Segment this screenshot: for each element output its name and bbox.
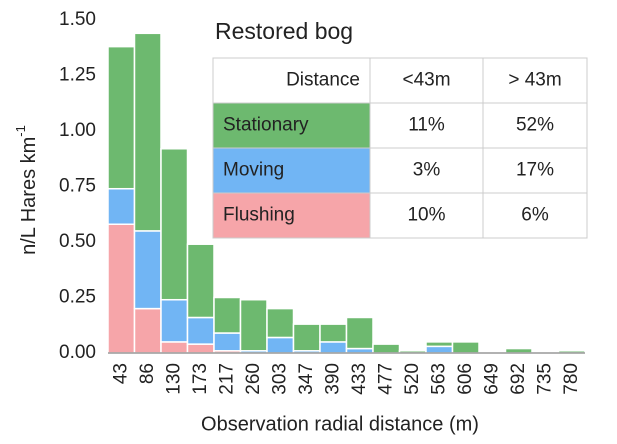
- x-tick-label: 477: [375, 363, 396, 395]
- bar-segment: [319, 323, 348, 343]
- table-cell: [212, 192, 371, 239]
- bar-segment: [160, 148, 189, 301]
- table-cell: [482, 192, 588, 239]
- y-axis-label-text: n/L Hares km: [18, 137, 40, 255]
- table-text: 11%: [408, 115, 445, 136]
- y-axis-label-sup: -1: [13, 125, 28, 137]
- x-tick-label: 606: [455, 363, 476, 395]
- bar-segment: [425, 341, 454, 348]
- table-text: 6%: [521, 205, 549, 226]
- bar-segment: [133, 230, 162, 310]
- bar-segment: [292, 323, 321, 352]
- y-axis-label: n/L Hares km-1: [13, 125, 40, 255]
- x-tick-label: 520: [402, 363, 423, 395]
- table-cell: [482, 57, 588, 104]
- table-cell: [369, 57, 484, 104]
- bar-segment: [239, 298, 268, 352]
- bar-segment: [186, 243, 215, 319]
- bar-segment: [133, 307, 162, 354]
- x-tick-label: 649: [481, 363, 502, 395]
- x-tick-label: 303: [269, 363, 290, 395]
- x-tick-label: 563: [428, 363, 449, 395]
- bar-segment: [266, 336, 295, 354]
- bar-segment: [186, 316, 215, 345]
- y-tick-label: 1.50: [59, 9, 96, 30]
- table-text: > 43m: [508, 70, 561, 91]
- bar-segment: [160, 341, 189, 354]
- table-text: 10%: [407, 205, 445, 226]
- x-axis-label: Observation radial distance (m): [201, 413, 479, 435]
- y-tick-label: 0.25: [59, 287, 96, 308]
- table-text: Stationary: [223, 115, 309, 136]
- x-tick-label: 692: [508, 363, 529, 395]
- bar-segment: [319, 341, 348, 354]
- x-tick-label: 780: [561, 363, 582, 395]
- bar-segment: [425, 345, 454, 354]
- bar-segment: [160, 298, 189, 343]
- x-tick-label: 86: [137, 363, 158, 384]
- table-cell: [212, 147, 371, 194]
- table-text: Flushing: [223, 205, 295, 226]
- table-cell: [482, 147, 588, 194]
- x-tick-label: 735: [534, 363, 555, 395]
- y-tick-label: 0.50: [59, 231, 96, 252]
- table-text: 3%: [413, 160, 441, 181]
- bar-segment: [451, 341, 480, 354]
- y-tick-label: 0.75: [59, 176, 96, 197]
- bar-segment: [133, 32, 162, 232]
- bar-segment: [266, 307, 295, 339]
- bar-segment: [107, 223, 136, 354]
- table-cell: [369, 192, 484, 239]
- y-tick-label: 0.00: [59, 342, 96, 363]
- bar-segment: [372, 343, 401, 354]
- bar-segment: [213, 296, 242, 334]
- bar-segment: [213, 332, 242, 352]
- y-tick-label: 1.25: [59, 65, 96, 86]
- chart-title: Restored bog: [215, 18, 353, 44]
- y-tick-label: 1.00: [59, 120, 96, 141]
- x-tick-label: 217: [216, 363, 237, 395]
- bar-segment: [186, 343, 215, 354]
- table-text: 52%: [516, 115, 554, 136]
- x-tick-label: 130: [163, 363, 184, 395]
- bar-segment: [107, 187, 136, 225]
- table-cell: [212, 102, 371, 149]
- table-cell: [482, 102, 588, 149]
- bar-segment: [107, 45, 136, 190]
- x-tick-label: 433: [349, 363, 370, 395]
- table-text: Moving: [223, 160, 284, 181]
- x-tick-label: 43: [110, 363, 131, 384]
- table-cell: [369, 147, 484, 194]
- x-tick-label: 173: [190, 363, 211, 395]
- table-text: Distance: [286, 70, 360, 91]
- x-tick-label: 390: [322, 363, 343, 395]
- table-cell: [369, 102, 484, 149]
- table-text: 17%: [516, 160, 554, 181]
- table-text: <43m: [402, 70, 450, 91]
- bar-segment: [345, 316, 374, 350]
- x-tick-label: 260: [243, 363, 264, 395]
- x-tick-label: 347: [296, 363, 317, 395]
